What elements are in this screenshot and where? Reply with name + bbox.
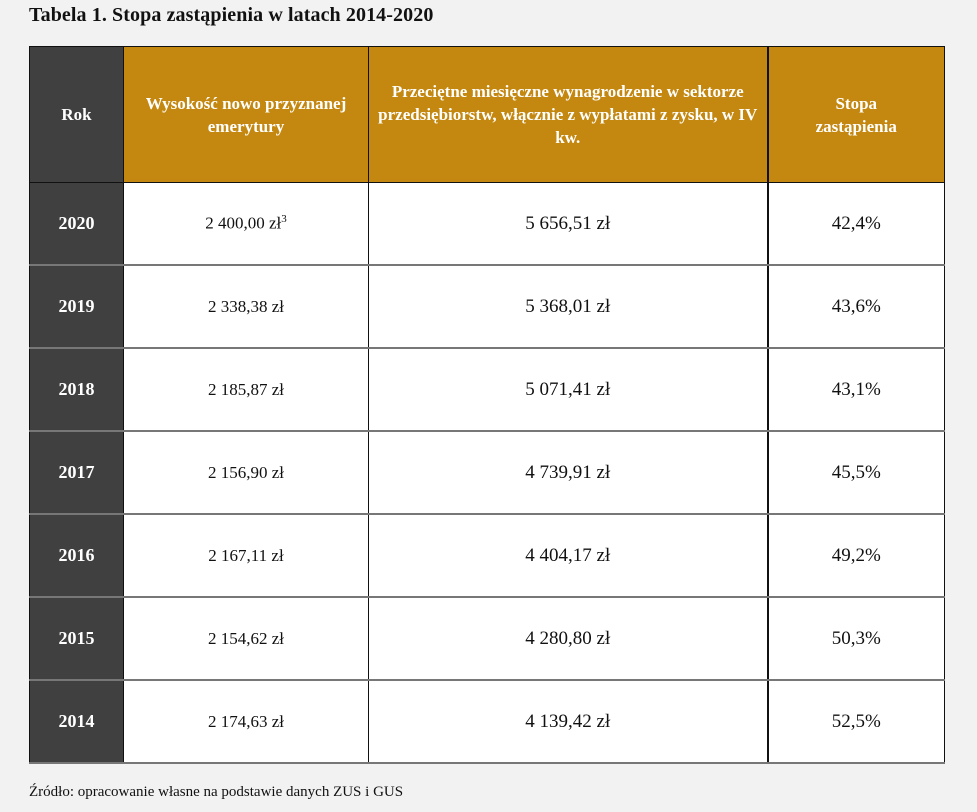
- header-pension: Wysokość nowo przyznanej emerytury: [123, 46, 369, 183]
- header-year: Rok: [29, 46, 124, 183]
- year-cell: 2016: [29, 513, 124, 598]
- pension-value: 2 154,62 zł: [207, 628, 285, 648]
- rate-cell: 42,4%: [766, 182, 945, 266]
- pension-cell: 2 338,38 zł: [123, 264, 369, 349]
- header-row: Rok Wysokość nowo przyznanej emerytury P…: [29, 46, 945, 183]
- year-cell: 2015: [29, 596, 124, 681]
- pension-cell: 2 154,62 zł: [123, 596, 369, 681]
- table-row: 2014 2 174,63 zł 4 139,42 zł 52,5%: [29, 679, 945, 764]
- pension-value: 2 185,87 zł: [207, 379, 285, 399]
- pension-cell: 2 167,11 zł: [123, 513, 369, 598]
- rate-cell: 43,1%: [766, 347, 945, 432]
- pension-value: 2 156,90 zł: [207, 462, 285, 482]
- pension-value: 2 400,00 zł: [205, 213, 282, 233]
- year-cell: 2018: [29, 347, 124, 432]
- pension-cell: 2 185,87 zł: [123, 347, 369, 432]
- rate-cell: 43,6%: [766, 264, 945, 349]
- rate-cell: 49,2%: [766, 513, 945, 598]
- wage-cell: 5 071,41 zł: [368, 347, 768, 432]
- header-rate-text: Stopa zastąpienia: [815, 93, 897, 136]
- header-wage: Przeciętne miesięczne wynagrodzenie w se…: [368, 46, 768, 183]
- wage-cell: 5 656,51 zł: [368, 182, 768, 266]
- pension-value: 2 174,63 zł: [207, 711, 285, 731]
- source-note: Źródło: opracowanie własne na podstawie …: [29, 784, 404, 800]
- footnote-marker: 3: [281, 213, 287, 226]
- wage-cell: 5 368,01 zł: [368, 264, 768, 349]
- pension-cell: 2 156,90 zł: [123, 430, 369, 515]
- year-cell: 2017: [29, 430, 124, 515]
- table-title: Tabela 1. Stopa zastąpienia w latach 201…: [29, 4, 434, 26]
- year-cell: 2020: [29, 182, 124, 266]
- pension-value: 2 167,11 zł: [208, 545, 284, 565]
- table-row: 2019 2 338,38 zł 5 368,01 zł 43,6%: [29, 264, 945, 349]
- table-row: 2015 2 154,62 zł 4 280,80 zł 50,3%: [29, 596, 945, 681]
- pension-cell: 2 174,63 zł: [123, 679, 369, 764]
- table-row: 2020 2 400,00 zł3 5 656,51 zł 42,4%: [29, 182, 945, 266]
- pension-value: 2 338,38 zł: [207, 296, 285, 316]
- table-row: 2017 2 156,90 zł 4 739,91 zł 45,5%: [29, 430, 945, 515]
- table-row: 2018 2 185,87 zł 5 071,41 zł 43,1%: [29, 347, 945, 432]
- year-cell: 2019: [29, 264, 124, 349]
- rate-cell: 52,5%: [766, 679, 945, 764]
- replacement-rate-table: Rok Wysokość nowo przyznanej emerytury P…: [29, 46, 945, 764]
- pension-cell: 2 400,00 zł3: [123, 182, 369, 266]
- wage-cell: 4 404,17 zł: [368, 513, 768, 598]
- rate-cell: 50,3%: [766, 596, 945, 681]
- rate-cell: 45,5%: [766, 430, 945, 515]
- year-cell: 2014: [29, 679, 124, 764]
- table-row: 2016 2 167,11 zł 4 404,17 zł 49,2%: [29, 513, 945, 598]
- header-wage-text: Przeciętne miesięczne wynagrodzenie w se…: [378, 82, 758, 147]
- wage-cell: 4 280,80 zł: [368, 596, 768, 681]
- wage-cell: 4 139,42 zł: [368, 679, 768, 764]
- header-pension-text: Wysokość nowo przyznanej emerytury: [145, 93, 347, 136]
- wage-cell: 4 739,91 zł: [368, 430, 768, 515]
- header-rate: Stopa zastąpienia: [766, 46, 945, 183]
